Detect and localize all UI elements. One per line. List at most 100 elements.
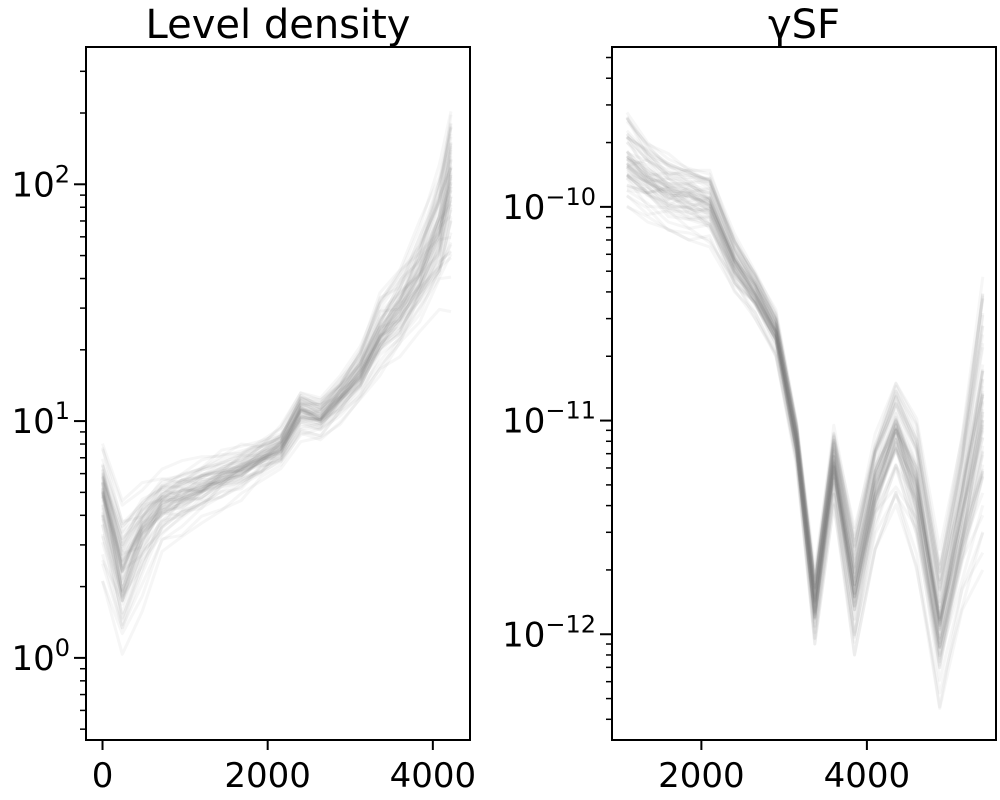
sample-line [101, 152, 453, 572]
y-tick-label: 10−11 [502, 397, 596, 442]
sample-line [625, 157, 985, 622]
sample-line [101, 127, 453, 540]
sample-line [625, 161, 985, 624]
sample-line [625, 136, 985, 592]
sample-line [101, 133, 453, 524]
sample-line [626, 194, 985, 709]
sample-line [101, 178, 453, 562]
sample-line [101, 158, 453, 556]
median-line [625, 162, 985, 627]
sample-line [625, 174, 985, 645]
sample-line [625, 150, 985, 624]
sample-line [101, 172, 453, 573]
sample-line [101, 241, 453, 630]
sample-line [626, 151, 985, 600]
sample-line [626, 170, 985, 636]
sample-line [626, 166, 985, 639]
sample-line [101, 217, 453, 606]
sample-line [101, 253, 453, 630]
sample-line [101, 190, 453, 575]
sample-line [101, 167, 453, 551]
sample-line [625, 162, 985, 628]
sample-line [626, 162, 985, 626]
sample-line [625, 135, 985, 593]
sample-line [101, 145, 453, 549]
sample-line [101, 204, 453, 600]
sample-line [101, 114, 453, 528]
sample-line [625, 150, 985, 619]
sample-line [101, 214, 453, 597]
sample-line [626, 188, 985, 660]
sample-line [626, 136, 985, 604]
sample-line [101, 194, 453, 569]
sample-line [101, 165, 453, 593]
sample-line [101, 250, 452, 615]
sample-line [101, 275, 452, 636]
sample-line [625, 173, 985, 670]
sample-line [101, 307, 452, 656]
sample-line [626, 158, 985, 622]
sample-line [101, 200, 453, 570]
sample-line [101, 219, 453, 603]
sample-line [626, 173, 985, 650]
sample-line [101, 171, 453, 593]
sample-line [101, 176, 453, 591]
x-tick-label: 0 [92, 756, 114, 796]
sample-line [626, 155, 985, 630]
sample-line [101, 186, 453, 572]
sample-line [101, 122, 453, 528]
sample-line [626, 158, 985, 626]
sample-line [625, 173, 985, 648]
sample-line [101, 155, 453, 563]
sample-line [625, 141, 985, 589]
sample-line [101, 123, 453, 507]
sample-line [101, 182, 453, 553]
sample-line [101, 159, 453, 580]
chart-title: γSF [768, 2, 840, 48]
sample-line [625, 157, 985, 640]
sample-line [625, 164, 985, 630]
sample-line [101, 232, 453, 627]
plot-frame [611, 46, 997, 741]
sample-line [625, 164, 985, 621]
sample-line [626, 205, 985, 695]
sample-line [101, 141, 453, 557]
sample-line [101, 256, 452, 621]
sample-line [101, 166, 453, 582]
sample-line [101, 196, 453, 595]
sample-line [101, 203, 453, 593]
sample-line [626, 175, 985, 658]
level-density-panel: Level density 0 2000 4000 100 101 102 [11, 2, 476, 796]
sample-line [625, 116, 985, 590]
sample-line [625, 154, 985, 615]
sample-line [626, 165, 985, 648]
sample-line [625, 204, 985, 710]
sample-line [101, 125, 453, 534]
sample-line [625, 120, 985, 579]
x-tick-label: 4000 [824, 756, 911, 796]
sample-line [101, 199, 453, 573]
sample-line [626, 155, 985, 620]
sample-line [101, 110, 453, 503]
sample-line [101, 166, 453, 568]
sample-line [101, 136, 453, 547]
plot-frame [85, 46, 471, 741]
sample-line [101, 183, 453, 592]
sample-line [625, 117, 985, 586]
sample-line [101, 181, 453, 555]
sample-line [626, 168, 985, 667]
sample-line [625, 117, 985, 585]
sample-line [101, 143, 453, 544]
sample-line [101, 235, 452, 598]
gamma-sf-panel: γSF 2000 4000 10−12 10−11 10−10 [502, 2, 997, 796]
sample-line [625, 132, 985, 589]
sample-line [626, 172, 985, 649]
sample-line [101, 186, 453, 563]
sample-line [101, 220, 453, 598]
sample-line [101, 147, 453, 547]
axes: 0 2000 4000 100 101 102 [11, 70, 476, 796]
sample-line [625, 155, 985, 631]
sample-line [625, 115, 985, 583]
sample-line [626, 189, 985, 670]
